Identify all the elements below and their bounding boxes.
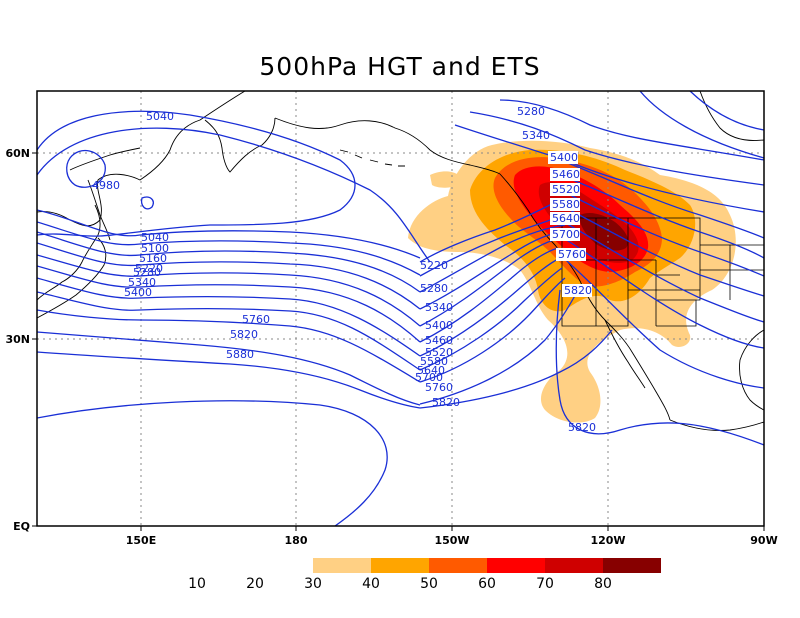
contour-label: 5520 xyxy=(425,346,453,359)
contour-label: 5820 xyxy=(564,284,592,297)
contour-label: 5760 xyxy=(558,248,586,261)
x-tick-label: 90W xyxy=(750,534,777,547)
coastline-gulf xyxy=(739,329,764,411)
coastline-baja xyxy=(604,319,646,389)
contour-label: 5880 xyxy=(226,348,254,361)
color-legend: 10 20 30 40 50 60 70 80 xyxy=(188,558,661,592)
x-tick-label: 150W xyxy=(434,534,469,547)
coastline-japan xyxy=(37,204,101,301)
contour-label: 5760 xyxy=(242,313,270,326)
contour-label: 5340 xyxy=(425,301,453,314)
coastline-honshu xyxy=(37,237,107,319)
contour-label: 5580 xyxy=(420,355,448,368)
contour-label: 5280 xyxy=(517,105,545,118)
contour-label: 5280 xyxy=(133,266,161,279)
contour-label: 5100 xyxy=(141,242,169,255)
contour-label: 5400 xyxy=(550,151,578,164)
contour-label: 4980 xyxy=(92,179,120,192)
legend-label: 60 xyxy=(478,576,496,592)
y-tick-label: 60N xyxy=(5,147,30,160)
legend-label: 70 xyxy=(536,576,554,592)
coastline-kamchatka xyxy=(204,117,276,173)
y-axis-labels: EQ 30N 60N xyxy=(5,147,30,533)
legend-swatch xyxy=(429,558,487,573)
coastline-alaska xyxy=(274,117,501,175)
legend-swatch xyxy=(313,558,371,573)
contour-label: 5640 xyxy=(552,212,580,225)
contour-label: 5700 xyxy=(415,371,443,384)
coastline-aleutians xyxy=(339,149,405,167)
coastline-hudson xyxy=(699,91,764,141)
ets-30-patch xyxy=(430,171,462,188)
contour-label: 5700 xyxy=(552,228,580,241)
legend-label: 80 xyxy=(594,576,612,592)
contour-label: 5820 xyxy=(432,396,460,409)
contour-label: 5280 xyxy=(420,282,448,295)
x-tick-label: 150E xyxy=(126,534,156,547)
boxed-labels: 5400 5460 5520 5580 5640 5700 5760 5820 xyxy=(548,151,592,297)
legend-swatch xyxy=(487,558,545,573)
contour-label: 5340 xyxy=(128,276,156,289)
y-tick-label: 30N xyxy=(5,333,30,346)
legend-label: 20 xyxy=(246,576,264,592)
legend-label: 40 xyxy=(362,576,380,592)
map-frame xyxy=(36,90,765,527)
axis-ticks xyxy=(32,152,765,531)
x-axis-labels: 150E 180 150W 120W 90W xyxy=(126,534,778,547)
contour-label: 5040 xyxy=(141,231,169,244)
contour-label: 5580 xyxy=(552,198,580,211)
contour-label: 5040 xyxy=(146,110,174,123)
contour-label: 5220 xyxy=(420,259,448,272)
contour-label: 5460 xyxy=(425,334,453,347)
x-tick-label: 180 xyxy=(285,534,308,547)
contour-label: 5400 xyxy=(124,286,152,299)
ets-shading xyxy=(408,140,736,423)
lat-lon-grid xyxy=(37,91,764,526)
legend-swatch xyxy=(545,558,603,573)
coastline-okhotsk xyxy=(69,147,141,171)
contour-label: 5640 xyxy=(417,364,445,377)
legend-label: 30 xyxy=(304,576,322,592)
contour-label: 5340 xyxy=(522,129,550,142)
coastline-mexico xyxy=(669,419,764,431)
contour-label: 5820 xyxy=(568,421,596,434)
legend-label: 10 xyxy=(188,576,206,592)
height-contours xyxy=(37,91,764,526)
coastline-na-west xyxy=(499,173,671,421)
contour-label: 5760 xyxy=(425,381,453,394)
contour-label: 5520 xyxy=(552,183,580,196)
y-tick-label: EQ xyxy=(13,520,30,533)
x-tick-label: 120W xyxy=(590,534,625,547)
contour-label: 5460 xyxy=(552,168,580,181)
legend-swatch xyxy=(603,558,661,573)
contour-label: 5400 xyxy=(425,319,453,332)
contour-label: 5160 xyxy=(139,252,167,265)
map-title: 500hPa HGT and ETS xyxy=(259,52,541,81)
contour-label: 5220 xyxy=(135,262,163,275)
legend-swatch xyxy=(371,558,429,573)
contour-labels: 5040 4980 5040 5100 5160 5220 5280 5340 … xyxy=(92,105,596,434)
contour-label: 5820 xyxy=(230,328,258,341)
legend-label: 50 xyxy=(420,576,438,592)
